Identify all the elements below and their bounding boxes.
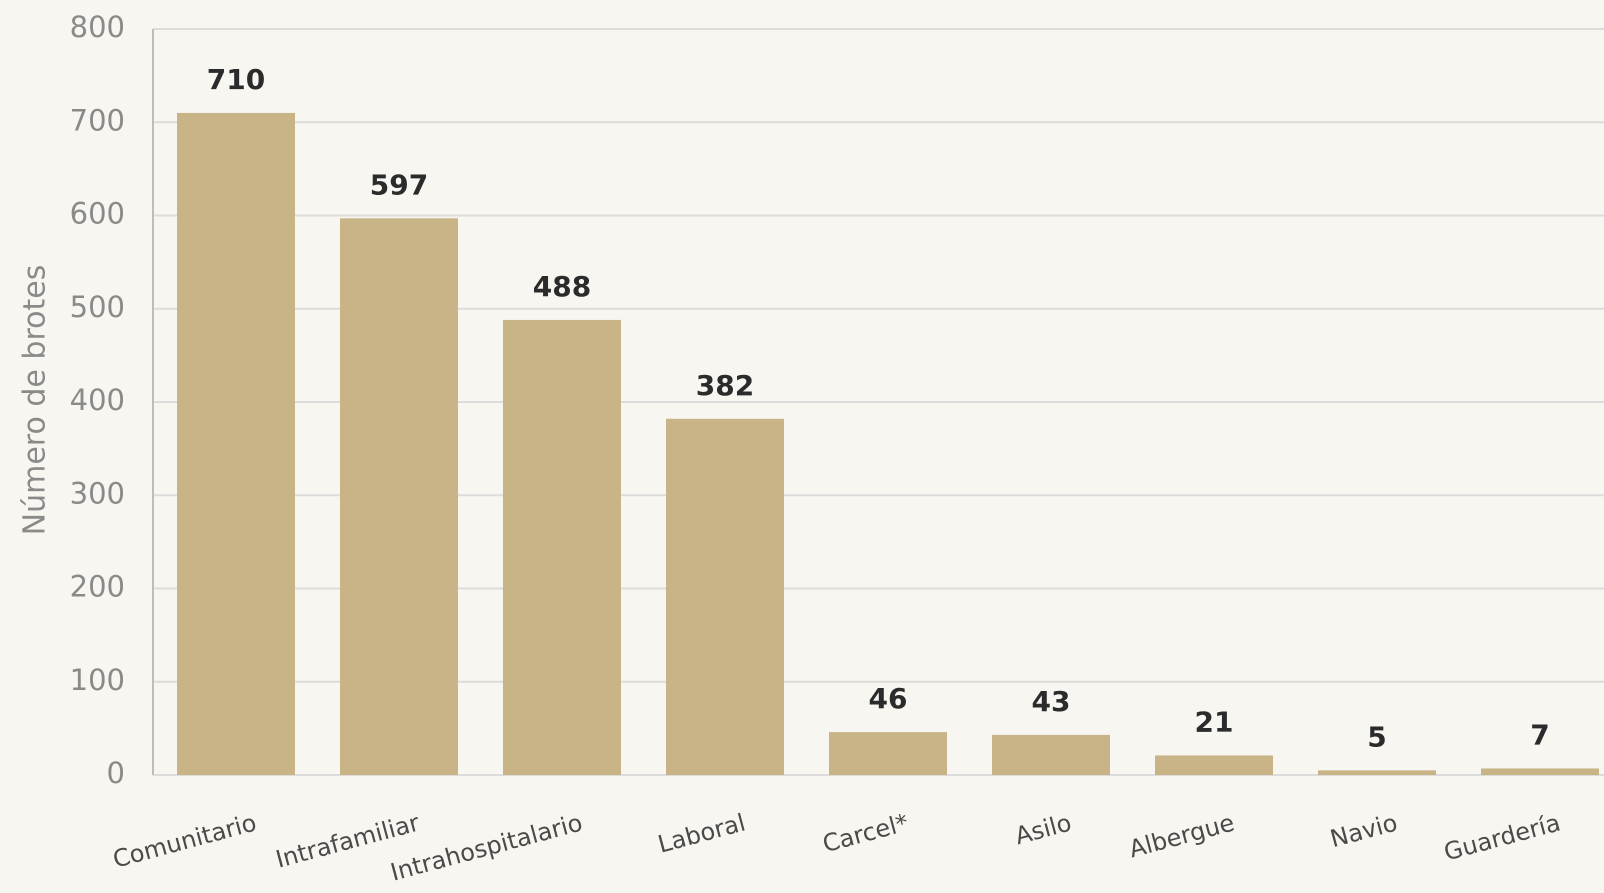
value-label: 382 (696, 369, 754, 402)
y-tick-label: 800 (70, 10, 125, 44)
value-label: 488 (533, 270, 591, 303)
y-tick-label: 200 (70, 570, 125, 604)
value-label: 5 (1367, 720, 1386, 753)
bar (503, 319, 621, 775)
y-tick-label: 300 (70, 476, 125, 510)
value-label: 7 (1530, 718, 1549, 751)
y-tick-label: 600 (70, 197, 125, 231)
y-tick-label: 500 (70, 290, 125, 324)
y-tick-label: 700 (70, 103, 125, 137)
bar (666, 418, 784, 775)
bar (340, 218, 458, 776)
bar (992, 734, 1110, 775)
value-label: 21 (1195, 705, 1234, 738)
bar (1318, 770, 1436, 775)
value-label: 46 (869, 682, 908, 715)
y-tick-label: 400 (70, 383, 125, 417)
value-label: 597 (370, 168, 428, 201)
bar (1481, 768, 1599, 775)
y-axis-label: Número de brotes (18, 265, 53, 536)
bar (829, 732, 947, 775)
bar (177, 112, 295, 776)
value-label: 43 (1032, 685, 1071, 718)
value-label: 710 (207, 63, 265, 96)
y-tick-label: 100 (70, 663, 125, 697)
bar (1155, 755, 1273, 775)
y-tick-label: 0 (107, 756, 125, 790)
